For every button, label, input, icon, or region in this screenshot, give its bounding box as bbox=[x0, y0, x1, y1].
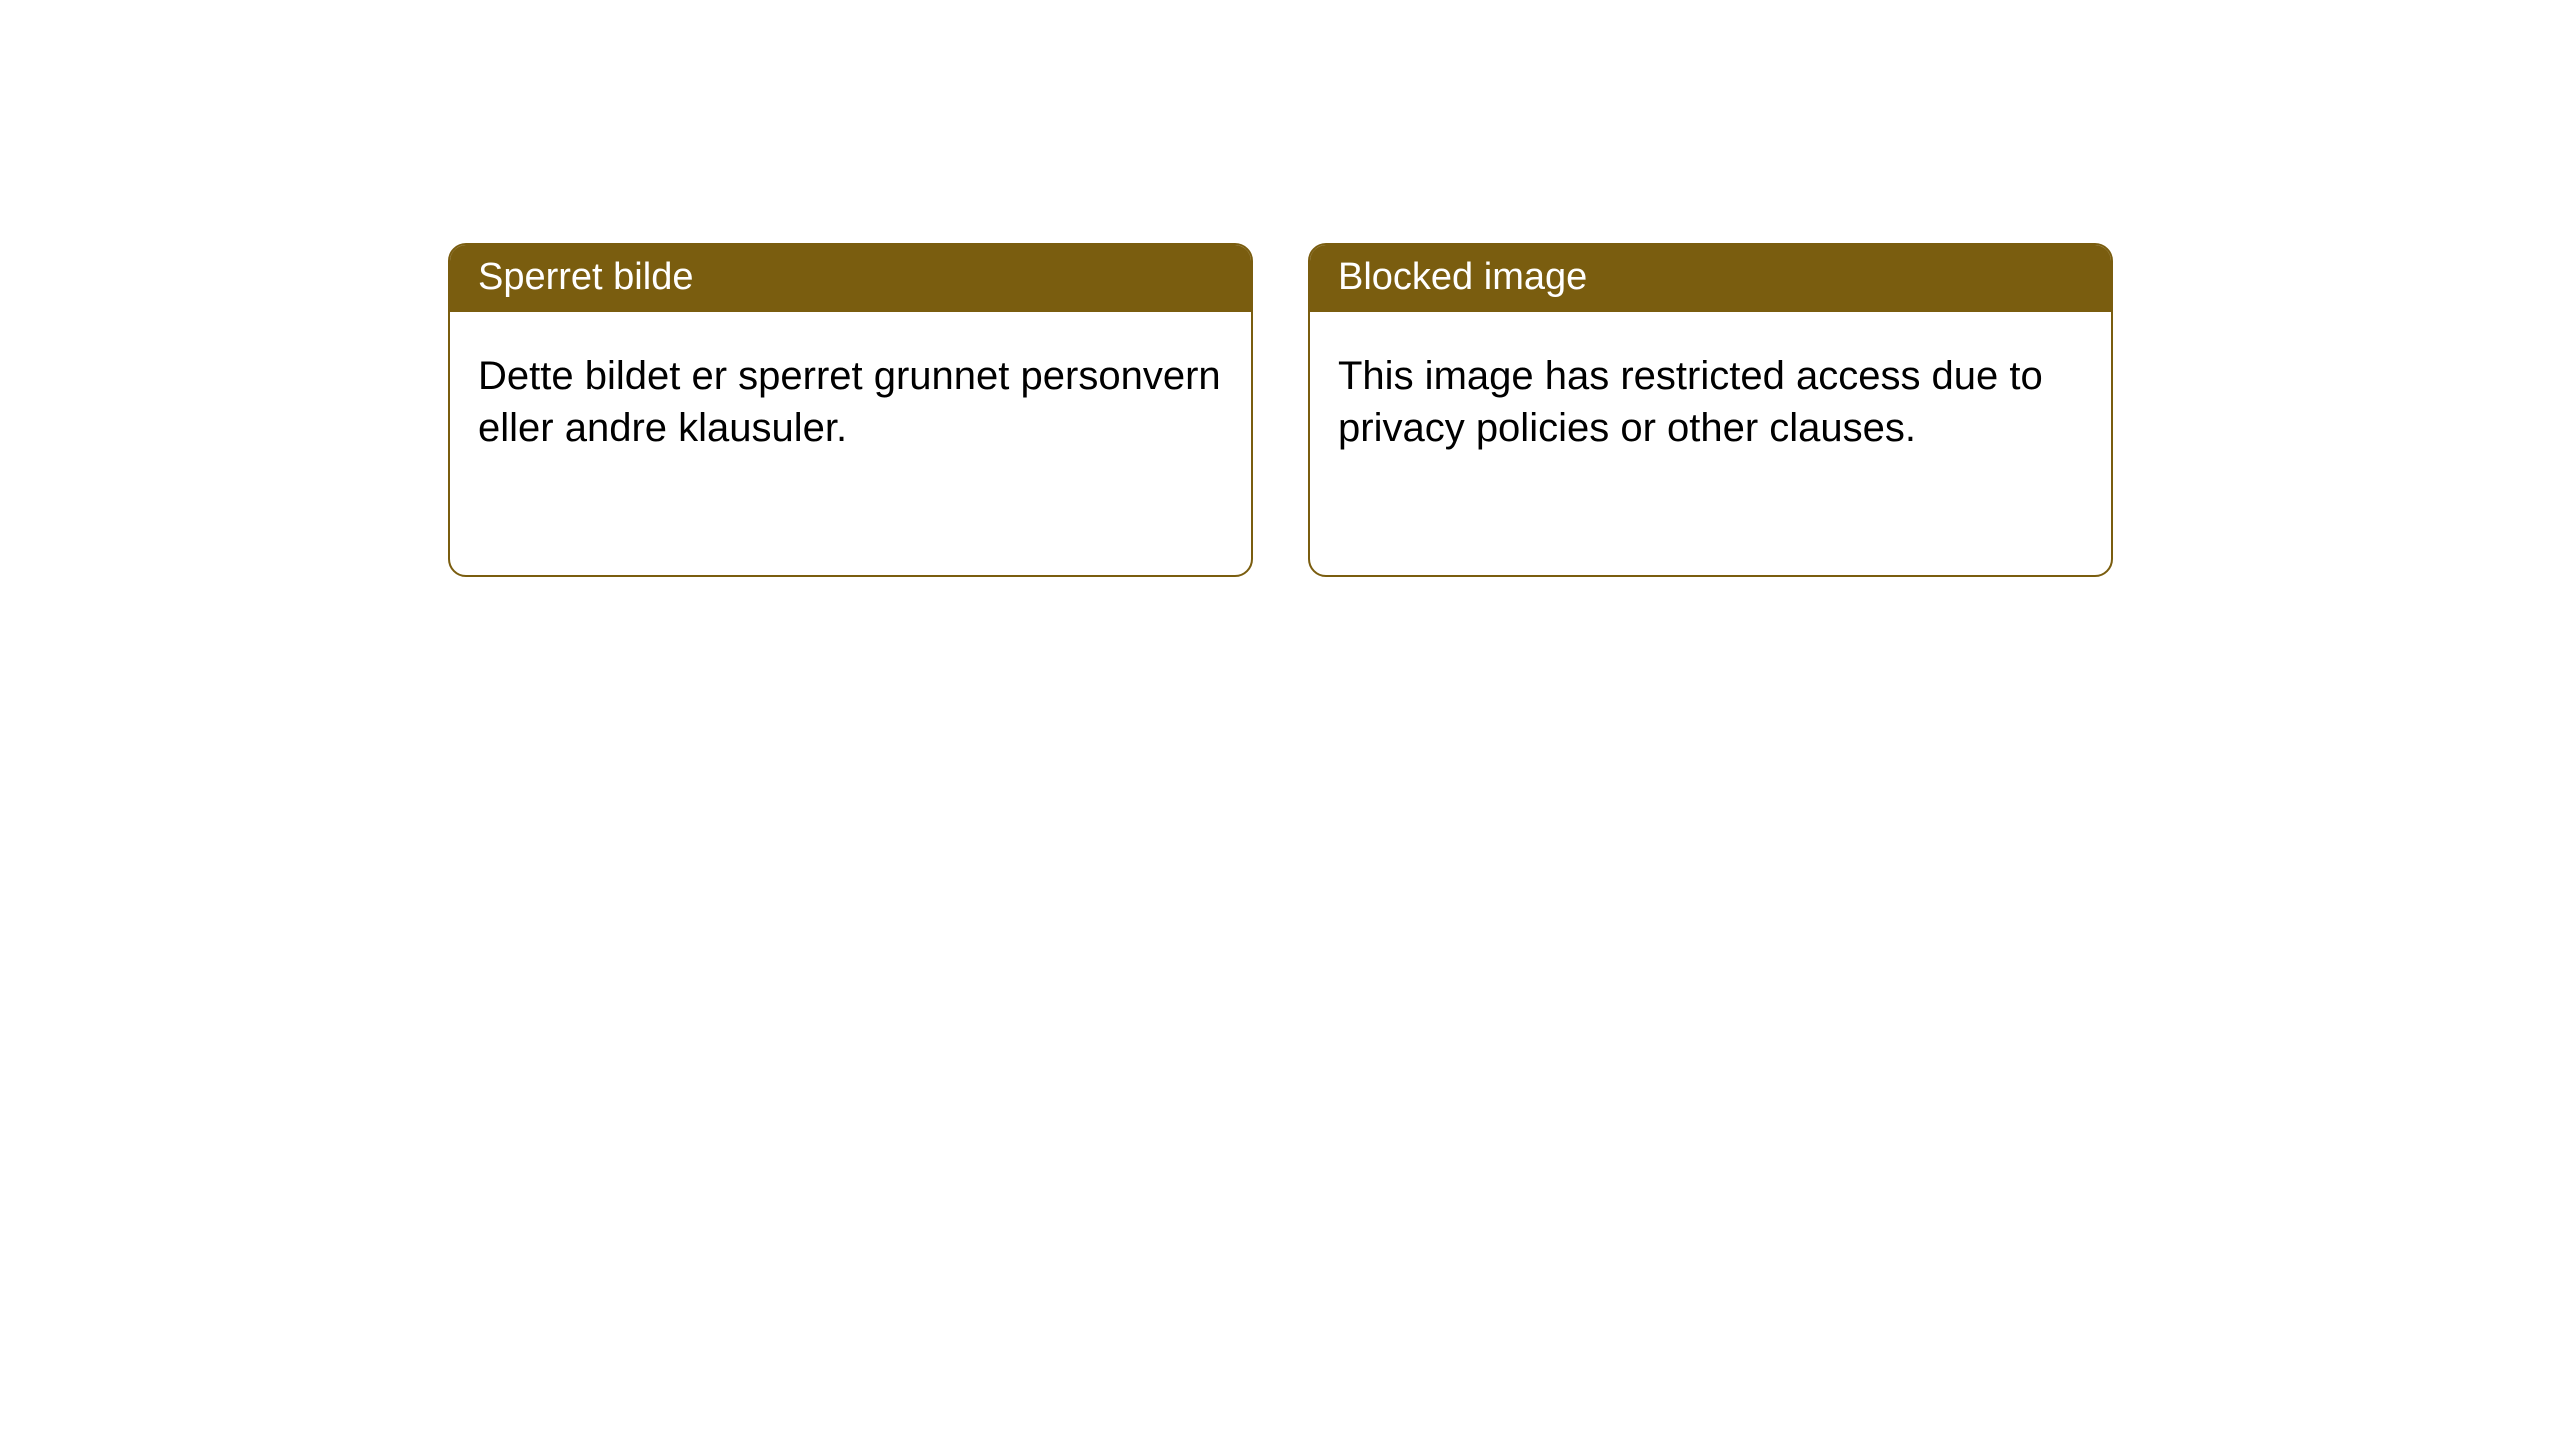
card-header-no: Sperret bilde bbox=[450, 245, 1251, 312]
card-body-en: This image has restricted access due to … bbox=[1310, 312, 2111, 482]
blocked-image-card-no: Sperret bilde Dette bildet er sperret gr… bbox=[448, 243, 1253, 577]
notice-container: Sperret bilde Dette bildet er sperret gr… bbox=[0, 0, 2560, 577]
card-body-no: Dette bildet er sperret grunnet personve… bbox=[450, 312, 1251, 482]
blocked-image-card-en: Blocked image This image has restricted … bbox=[1308, 243, 2113, 577]
card-header-en: Blocked image bbox=[1310, 245, 2111, 312]
